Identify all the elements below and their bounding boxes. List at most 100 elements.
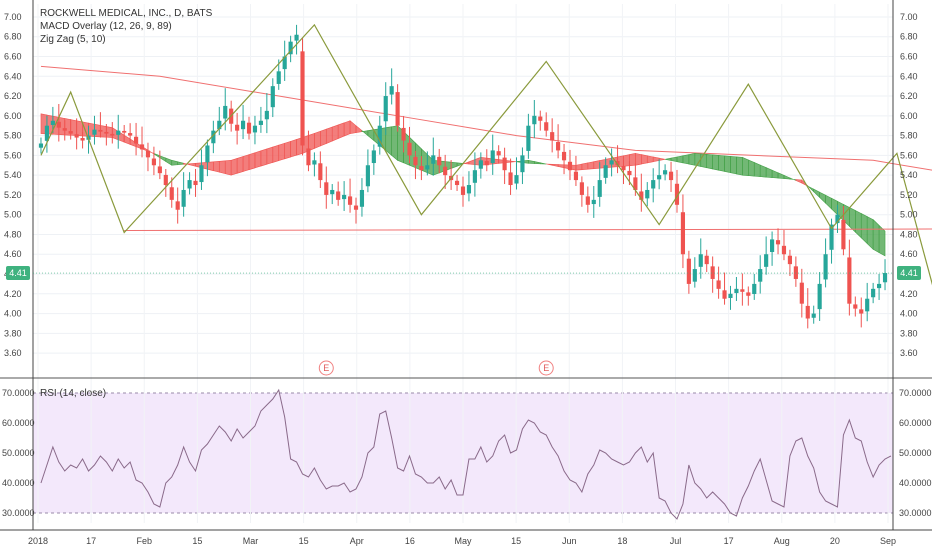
candle-body (300, 51, 305, 146)
rsi-tick-right: 30.0000 (899, 508, 932, 518)
legend-rsi: RSI (14, close) (40, 388, 107, 399)
x-tick-label: 17 (724, 536, 734, 546)
rsi-tick-right: 50.0000 (899, 448, 932, 458)
candle-body (246, 122, 252, 134)
candle-body (80, 138, 85, 141)
ribbon-segment (218, 160, 226, 175)
candle-body (92, 129, 97, 135)
ribbon-segment (593, 160, 601, 170)
candle-body (865, 298, 870, 312)
candle-body (680, 212, 686, 255)
candle-body (799, 282, 804, 304)
candle-body (252, 125, 258, 133)
earnings-markers[interactable]: EEE (318, 360, 932, 376)
candle-body (538, 116, 543, 121)
price-tick-right: 7.00 (900, 12, 918, 22)
last-price-text: 4.41 (9, 268, 27, 278)
rsi-tick-left: 50.0000 (2, 448, 35, 458)
rsi-tick-left: 60.0000 (2, 418, 35, 428)
candle-body (722, 290, 727, 299)
candle-body (621, 165, 626, 171)
candle-body (217, 120, 222, 130)
candle-body (882, 273, 888, 283)
ribbon-segment (682, 154, 690, 165)
price-tick-right: 6.60 (900, 51, 918, 61)
candle-body (318, 163, 323, 181)
support-line (124, 228, 932, 232)
candle-body (128, 133, 133, 136)
candle-body (627, 170, 632, 176)
candle-body (437, 156, 442, 166)
price-tick-left: 6.00 (4, 111, 22, 121)
candle-body (591, 199, 596, 205)
ribbon-segment (207, 161, 214, 172)
candle-body (110, 133, 115, 136)
ribbon-segment (623, 154, 630, 167)
candle-body (163, 174, 168, 186)
ribbon-segment (278, 142, 285, 162)
earnings-marker[interactable]: E (538, 360, 554, 376)
candle-body (496, 151, 501, 156)
candle-body (389, 86, 394, 95)
ribbon-segment (748, 159, 755, 177)
candle-body (651, 180, 656, 189)
candle-body (853, 304, 858, 309)
price-tick-right: 4.60 (900, 249, 918, 259)
candle-body (585, 196, 590, 205)
earnings-marker[interactable]: E (318, 360, 334, 376)
price-tick-right: 5.60 (900, 150, 918, 160)
candle-body (347, 196, 353, 205)
candle-body (282, 56, 287, 70)
price-tick-right: 3.80 (900, 328, 918, 338)
ribbon-segment (391, 125, 398, 161)
candle-body (122, 130, 127, 133)
ribbon-segment (641, 154, 648, 165)
candle-body (752, 283, 757, 294)
price-tick-right: 3.60 (900, 348, 918, 358)
candle-body (817, 283, 822, 310)
candle-body (270, 86, 275, 108)
x-tick-label: 15 (192, 536, 202, 546)
last-price-tag-right (897, 266, 921, 281)
candle-body (603, 165, 608, 178)
candlestick-series[interactable] (38, 24, 888, 329)
price-tick-left: 3.80 (4, 328, 22, 338)
ribbon-segment (629, 153, 636, 167)
x-tick-label: 2018 (28, 536, 48, 546)
candle-body (734, 288, 739, 294)
candle-body (686, 258, 691, 284)
rsi-tick-left: 40.0000 (2, 478, 35, 488)
candle-body (668, 171, 674, 181)
candle-body (443, 166, 448, 176)
ribbon-segment (718, 155, 725, 172)
candle-body (401, 127, 406, 141)
candle-body (811, 313, 816, 318)
price-tick-left: 4.60 (4, 249, 22, 259)
earnings-label: E (543, 363, 549, 373)
price-tick-left: 5.20 (4, 190, 22, 200)
x-tick-label: 17 (86, 536, 96, 546)
price-tick-left: 5.00 (4, 210, 22, 220)
candle-body (871, 288, 876, 298)
candle-body (877, 283, 882, 289)
candle-body (740, 289, 745, 292)
price-tick-right: 6.80 (900, 32, 918, 42)
ribbon-segment (587, 161, 595, 170)
earnings-circle (318, 360, 334, 376)
ribbon-segment (320, 128, 327, 147)
candle-body (454, 180, 460, 186)
candle-body (264, 110, 269, 120)
candle-body (193, 180, 198, 186)
candle-body (74, 134, 79, 138)
candle-body (490, 150, 495, 164)
candle-body (431, 155, 436, 164)
ribbon-segment (539, 162, 547, 165)
price-tick-left: 4.80 (4, 229, 22, 239)
ribbon-segment (272, 144, 280, 163)
ribbon-segment (635, 153, 642, 166)
candle-body (157, 166, 162, 174)
candle-body (532, 115, 537, 125)
ribbon-segment (284, 140, 291, 160)
candle-body (175, 201, 180, 210)
